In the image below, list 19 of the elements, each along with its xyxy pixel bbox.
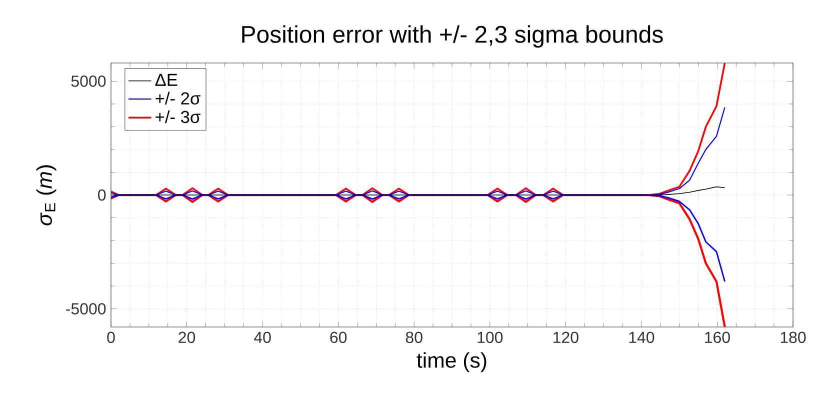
- y-tick-label: 0: [98, 189, 106, 201]
- x-tick-label: 180: [780, 332, 806, 344]
- y-tick-label: -5000: [66, 303, 106, 314]
- x-tick-label: 100: [478, 332, 503, 344]
- x-tick-label: 0: [107, 332, 115, 344]
- chart-title: Position error with +/- 2,3 sigma bounds: [242, 25, 663, 48]
- y-axis-title: σ$_{E}$ (m): [36, 165, 56, 226]
- y-tick-label: 5000: [71, 76, 106, 87]
- x-tick-label: 20: [178, 332, 196, 344]
- x-tick-label: 60: [330, 332, 347, 344]
- x-tick-label: 80: [406, 332, 422, 344]
- x-tick-label: 140: [629, 332, 654, 344]
- x-tick-label: 160: [705, 332, 730, 344]
- x-tick-label: 40: [254, 332, 271, 344]
- legend-label: ΔE: [155, 74, 178, 86]
- x-axis-title: time (s): [416, 352, 486, 372]
- legend-label: +/- 3σ: [156, 110, 200, 124]
- legend-label: +/- 2σ: [156, 92, 200, 105]
- x-tick-label: 120: [554, 332, 578, 344]
